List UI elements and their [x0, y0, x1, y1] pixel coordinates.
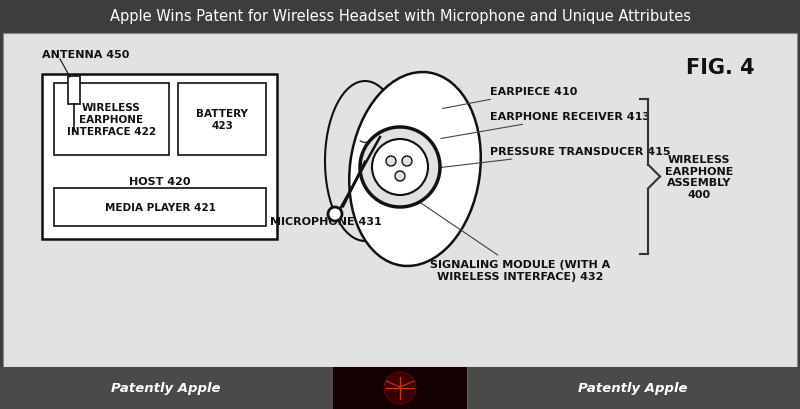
Circle shape — [372, 139, 428, 196]
Ellipse shape — [350, 73, 481, 266]
FancyBboxPatch shape — [0, 367, 800, 409]
Text: HOST 420: HOST 420 — [129, 177, 190, 187]
Text: ANTENNA 450: ANTENNA 450 — [42, 50, 130, 60]
Circle shape — [360, 128, 440, 207]
Text: Apple Wins Patent for Wireless Headset with Microphone and Unique Attributes: Apple Wins Patent for Wireless Headset w… — [110, 9, 690, 23]
Circle shape — [395, 172, 405, 182]
FancyBboxPatch shape — [178, 84, 266, 155]
Text: Patently Apple: Patently Apple — [578, 382, 688, 395]
Circle shape — [384, 372, 416, 404]
Text: EARPHONE RECEIVER 413: EARPHONE RECEIVER 413 — [441, 112, 650, 139]
Text: FIG. 4: FIG. 4 — [686, 58, 754, 78]
Text: WIRELESS
EARPHONE
ASSEMBLY
400: WIRELESS EARPHONE ASSEMBLY 400 — [665, 155, 734, 200]
FancyBboxPatch shape — [333, 367, 467, 409]
FancyBboxPatch shape — [0, 0, 800, 32]
FancyBboxPatch shape — [54, 84, 169, 155]
Text: Patently Apple: Patently Apple — [111, 382, 221, 395]
Text: BATTERY
423: BATTERY 423 — [196, 109, 248, 130]
FancyBboxPatch shape — [54, 189, 266, 227]
Circle shape — [328, 207, 342, 221]
FancyBboxPatch shape — [3, 34, 797, 367]
FancyBboxPatch shape — [42, 75, 277, 239]
Text: MEDIA PLAYER 421: MEDIA PLAYER 421 — [105, 202, 215, 213]
Text: WIRELESS
EARPHONE
INTERFACE 422: WIRELESS EARPHONE INTERFACE 422 — [67, 103, 156, 136]
Text: MICROPHONE 431: MICROPHONE 431 — [270, 216, 382, 227]
Text: SIGNALING MODULE (WITH A
WIRELESS INTERFACE) 432: SIGNALING MODULE (WITH A WIRELESS INTERF… — [418, 201, 610, 281]
FancyBboxPatch shape — [68, 77, 80, 105]
Circle shape — [386, 157, 396, 166]
Circle shape — [402, 157, 412, 166]
Text: EARPIECE 410: EARPIECE 410 — [442, 87, 578, 109]
Ellipse shape — [325, 82, 405, 241]
Text: PRESSURE TRANSDUCER 415: PRESSURE TRANSDUCER 415 — [430, 147, 670, 169]
